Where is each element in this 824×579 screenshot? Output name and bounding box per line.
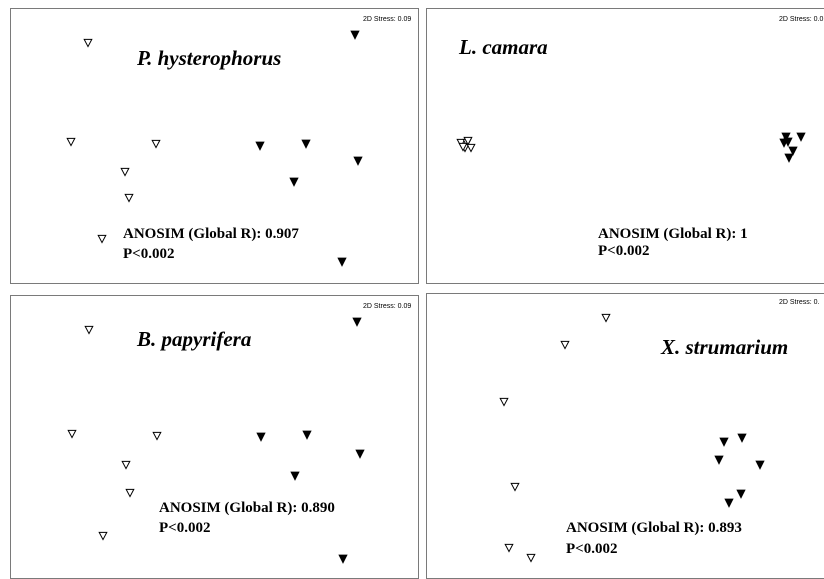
nmds-panel-camara: 2D Stress: 0.0 L. camara ANOSIM (Global … — [426, 8, 824, 284]
filled-triangle-point — [781, 132, 791, 142]
stress-label: 2D Stress: 0.09 — [363, 16, 411, 23]
open-triangle-point — [125, 488, 135, 498]
filled-triangle-point — [737, 433, 747, 443]
open-triangle-point — [83, 38, 93, 48]
open-triangle-point — [504, 543, 514, 553]
scatter-plot: 2D Stress: 0.09 B. papyrifera ANOSIM (Gl… — [67, 303, 411, 564]
nmds-panel-hysterophorus: 2D Stress: 0.09 P. hysterophorus ANOSIM … — [10, 8, 419, 284]
filled-triangle-point — [255, 141, 265, 151]
filled-triangle-point — [755, 460, 765, 470]
open-triangle-point — [458, 142, 468, 152]
open-triangle-point — [66, 137, 76, 147]
p-value-label: P<0.002 — [123, 246, 174, 262]
open-triangle-point — [67, 429, 77, 439]
scatter-plot: 2D Stress: 0. X. strumarium ANOSIM (Glob… — [499, 299, 820, 563]
open-triangle-point — [121, 460, 131, 470]
scatter-plot: 2D Stress: 0.09 P. hysterophorus ANOSIM … — [66, 16, 411, 267]
panel-title: B. papyrifera — [136, 327, 251, 351]
open-triangle-point — [84, 325, 94, 335]
filled-triangle-point — [714, 455, 724, 465]
panel-title: X. strumarium — [660, 335, 788, 359]
p-value-label: P<0.002 — [159, 520, 210, 536]
anosim-label: ANOSIM (Global R): 0.890 — [159, 500, 335, 516]
open-triangle-point — [510, 482, 520, 492]
filled-triangle-point — [337, 257, 347, 267]
open-triangle-point — [463, 136, 473, 146]
open-triangle-point — [98, 531, 108, 541]
filled-triangle-point — [256, 432, 266, 442]
scatter-plot: 2D Stress: 0.0 L. camara ANOSIM (Global … — [456, 16, 823, 259]
anosim-label: ANOSIM (Global R): 0.893 — [566, 520, 742, 536]
filled-triangle-point — [301, 139, 311, 149]
p-value-label: P<0.002 — [598, 243, 649, 259]
stress-label: 2D Stress: 0.0 — [779, 16, 823, 23]
filled-triangle-point — [719, 437, 729, 447]
nmds-panel-papyrifera: 2D Stress: 0.09 B. papyrifera ANOSIM (Gl… — [10, 295, 419, 579]
open-triangle-point — [499, 397, 509, 407]
stress-label: 2D Stress: 0. — [779, 299, 820, 306]
p-value-label: P<0.002 — [566, 541, 617, 557]
filled-triangle-point — [289, 177, 299, 187]
stress-label: 2D Stress: 0.09 — [363, 303, 411, 310]
filled-triangle-point — [796, 132, 806, 142]
open-triangle-point — [97, 234, 107, 244]
filled-triangle-point — [355, 449, 365, 459]
filled-triangle-point — [352, 317, 362, 327]
open-triangle-point — [560, 340, 570, 350]
filled-triangle-point — [784, 153, 794, 163]
anosim-label: ANOSIM (Global R): 1 — [598, 226, 748, 242]
filled-triangle-point — [338, 554, 348, 564]
filled-triangle-point — [290, 471, 300, 481]
open-triangle-point — [151, 139, 161, 149]
anosim-label: ANOSIM (Global R): 0.907 — [123, 226, 299, 242]
open-triangle-point — [601, 313, 611, 323]
open-triangle-point — [526, 553, 536, 563]
panel-title: P. hysterophorus — [136, 46, 281, 70]
open-triangle-point — [120, 167, 130, 177]
filled-triangle-point — [350, 30, 360, 40]
filled-triangle-point — [736, 489, 746, 499]
filled-triangle-point — [788, 146, 798, 156]
open-triangle-point — [152, 431, 162, 441]
panel-title: L. camara — [458, 35, 548, 59]
open-triangle-point — [466, 143, 476, 153]
filled-triangle-point — [779, 138, 789, 148]
filled-triangle-point — [724, 498, 734, 508]
nmds-panel-strumarium: 2D Stress: 0. X. strumarium ANOSIM (Glob… — [426, 293, 824, 579]
filled-triangle-point — [353, 156, 363, 166]
filled-triangle-point — [302, 430, 312, 440]
open-triangle-point — [124, 193, 134, 203]
